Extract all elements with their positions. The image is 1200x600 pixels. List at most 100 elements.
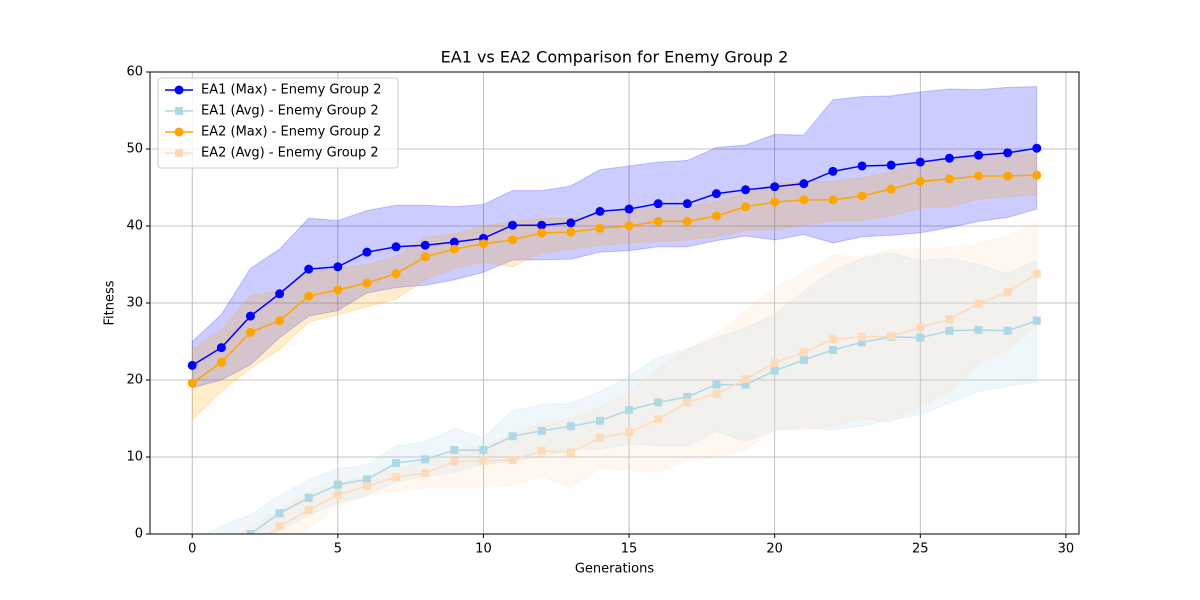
legend: EA1 (Max) - Enemy Group 2 EA1 (Avg) - Ene… <box>157 77 399 169</box>
marker <box>916 323 925 332</box>
y-tick-label: 0 <box>135 527 143 542</box>
marker <box>595 433 604 442</box>
marker <box>624 221 634 231</box>
series-line <box>191 174 1037 384</box>
marker <box>654 415 663 424</box>
legend-marker <box>174 85 184 95</box>
marker <box>944 153 954 163</box>
marker <box>304 493 313 502</box>
marker <box>275 509 284 518</box>
marker <box>449 237 459 247</box>
marker <box>362 475 371 484</box>
marker <box>1032 316 1041 325</box>
marker <box>450 446 459 455</box>
marker <box>974 150 984 160</box>
y-tick-label: 30 <box>126 296 143 311</box>
legend-marker <box>175 149 183 157</box>
marker <box>566 227 576 237</box>
x-tick-label: 25 <box>912 542 929 557</box>
marker <box>712 380 721 389</box>
y-axis-label: Fitness <box>103 280 118 325</box>
marker <box>1003 326 1012 335</box>
marker <box>653 216 663 226</box>
ticks: 0 5 10 15 20 25 30 0 10 20 30 40 50 60 <box>126 65 1074 557</box>
series-line <box>268 273 1038 534</box>
marker <box>887 332 896 341</box>
marker <box>508 456 517 465</box>
marker <box>187 378 197 388</box>
marker <box>245 311 255 321</box>
y-tick-label: 40 <box>126 219 143 234</box>
marker <box>653 199 663 209</box>
legend-marker <box>175 107 183 115</box>
marker <box>711 189 721 199</box>
marker <box>508 220 518 230</box>
marker <box>420 240 430 250</box>
band <box>191 153 1038 422</box>
marker <box>420 252 430 262</box>
marker <box>886 184 896 194</box>
marker <box>858 338 867 347</box>
marker <box>537 228 547 238</box>
legend-label: EA1 (Max) - Enemy Group 2 <box>201 83 381 98</box>
marker <box>915 157 925 167</box>
marker <box>974 171 984 181</box>
legend-label: EA1 (Avg) - Enemy Group 2 <box>201 104 379 119</box>
marker <box>362 482 371 491</box>
plot-area <box>187 86 1042 534</box>
marker <box>799 179 809 189</box>
marker <box>391 242 401 252</box>
marker <box>945 326 954 335</box>
marker <box>858 332 867 341</box>
marker <box>362 278 372 288</box>
marker <box>916 333 925 342</box>
marker <box>479 456 488 465</box>
marker <box>974 325 983 334</box>
marker <box>682 199 692 209</box>
marker <box>392 459 401 468</box>
marker <box>886 160 896 170</box>
marker <box>712 389 721 398</box>
marker <box>304 506 313 515</box>
series-line <box>191 147 1037 367</box>
x-tick-label: 5 <box>334 542 342 557</box>
marker <box>245 327 255 337</box>
marker <box>246 530 255 534</box>
marker <box>945 315 954 324</box>
marker <box>828 166 838 176</box>
marker <box>304 291 314 301</box>
marker <box>799 355 808 364</box>
marker <box>537 220 547 230</box>
marker <box>508 432 517 441</box>
marker <box>770 366 779 375</box>
legend-box <box>157 77 399 169</box>
band <box>237 221 1038 534</box>
marker <box>275 522 284 531</box>
marker <box>770 182 780 192</box>
marker <box>1032 170 1042 180</box>
marker <box>828 195 838 205</box>
marker <box>828 345 837 354</box>
marker <box>450 457 459 466</box>
marker <box>944 174 954 184</box>
marker <box>333 480 342 489</box>
marker <box>799 348 808 357</box>
y-tick-label: 60 <box>126 65 143 80</box>
marker <box>421 469 430 478</box>
marker <box>362 247 372 257</box>
marker <box>857 161 867 171</box>
x-tick-label: 10 <box>475 542 492 557</box>
marker <box>625 406 634 415</box>
legend-label: EA2 (Max) - Enemy Group 2 <box>201 125 381 140</box>
x-axis-label: Generations <box>575 562 655 577</box>
marker <box>974 299 983 308</box>
marker <box>741 380 750 389</box>
marker <box>741 375 750 384</box>
marker <box>391 269 401 279</box>
marker <box>421 455 430 464</box>
y-tick-label: 10 <box>126 450 143 465</box>
marker <box>595 223 605 233</box>
x-tick-label: 30 <box>1058 542 1075 557</box>
